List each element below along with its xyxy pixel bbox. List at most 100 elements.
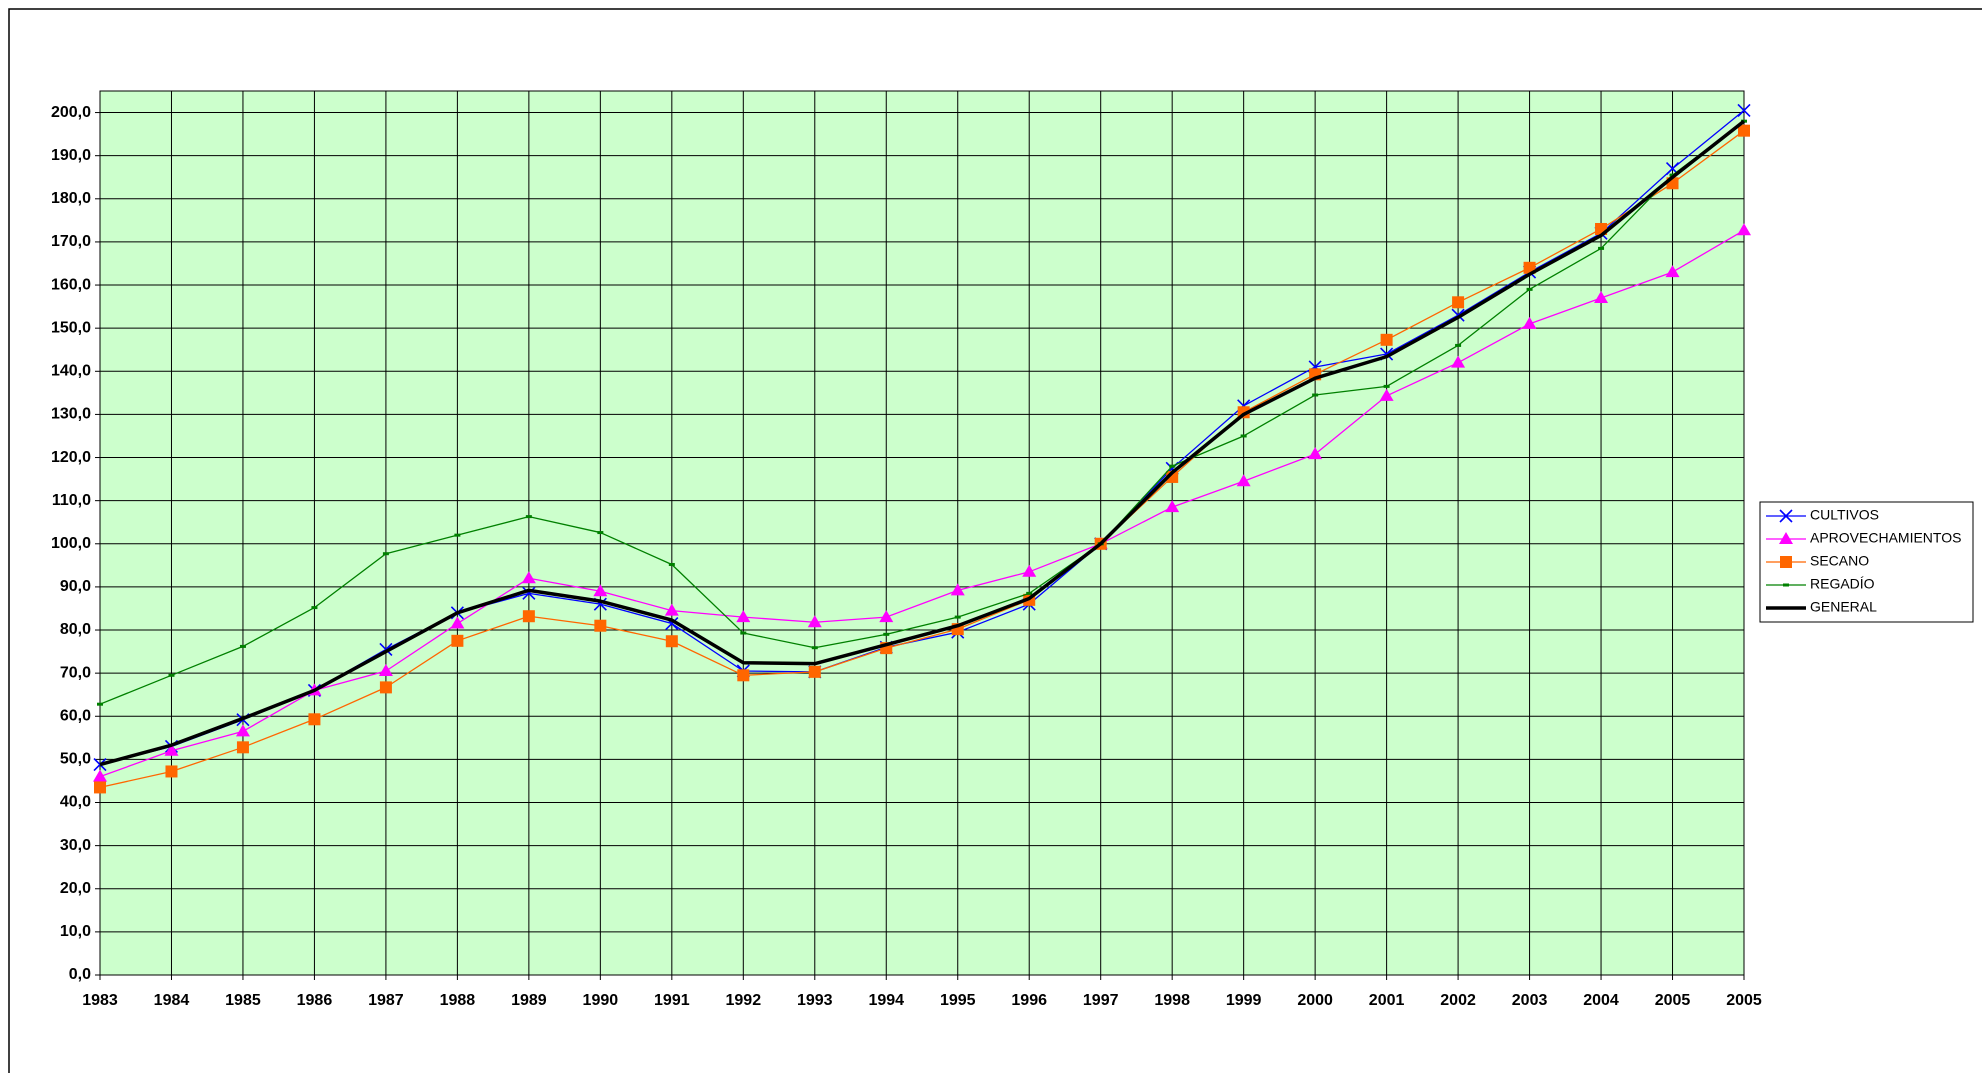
data-point [379, 681, 392, 694]
x-tick-label: 2001 [1369, 992, 1405, 1009]
data-point [1026, 591, 1033, 595]
x-tick-label: 1994 [868, 992, 904, 1009]
data-point [382, 552, 389, 556]
y-tick-label: 40,0 [60, 794, 91, 811]
legend-label: SECANO [1810, 553, 1869, 569]
x-tick-label: 1996 [1011, 992, 1047, 1009]
x-tick-label: 1984 [154, 992, 190, 1009]
x-tick-label: 1998 [1154, 992, 1190, 1009]
x-tick-label: 1988 [440, 992, 476, 1009]
x-tick-label: 1989 [511, 992, 547, 1009]
y-tick-label: 140,0 [51, 363, 91, 380]
data-point [664, 603, 679, 616]
data-point [954, 615, 961, 619]
data-point [1598, 246, 1605, 250]
data-point [1452, 296, 1465, 309]
y-tick-label: 130,0 [51, 406, 91, 423]
x-tick-label: 1986 [297, 992, 333, 1009]
data-point [521, 571, 536, 584]
x-tick-label: 2002 [1440, 992, 1476, 1009]
data-point [811, 646, 818, 650]
data-point [308, 713, 321, 726]
data-point [1594, 290, 1609, 303]
data-point [740, 631, 747, 635]
legend-marker [1783, 583, 1789, 587]
data-point [950, 583, 965, 596]
data-point [1451, 355, 1466, 368]
data-point [1236, 474, 1251, 487]
data-point [311, 606, 318, 610]
data-point [525, 515, 532, 519]
data-point [1455, 343, 1462, 347]
y-tick-label: 0,0 [69, 966, 91, 983]
y-tick-label: 160,0 [51, 276, 91, 293]
data-point [737, 669, 750, 682]
data-point [808, 665, 821, 678]
y-tick-label: 70,0 [60, 664, 91, 681]
data-point [1308, 447, 1323, 460]
data-point [1522, 316, 1537, 329]
y-tick-label: 200,0 [51, 104, 91, 121]
data-point [1737, 103, 1751, 117]
data-point [597, 531, 604, 535]
x-tick-label: 1995 [940, 992, 976, 1009]
x-tick-label: 1987 [368, 992, 404, 1009]
data-point [879, 610, 894, 623]
x-tick-label: 1991 [654, 992, 690, 1009]
data-point [97, 702, 103, 706]
data-point [1380, 333, 1393, 346]
data-point [236, 741, 249, 754]
x-tick-label: 1983 [82, 992, 118, 1009]
data-point [454, 533, 461, 537]
x-tick-label: 2003 [1512, 992, 1548, 1009]
data-point [883, 632, 890, 636]
y-tick-label: 80,0 [60, 621, 91, 638]
data-point [235, 724, 250, 737]
data-point [93, 757, 107, 772]
legend-marker [1779, 532, 1793, 544]
series-line [99, 229, 1745, 778]
data-point [93, 769, 107, 782]
x-tick-label: 1997 [1083, 992, 1119, 1009]
series-line [99, 120, 1745, 705]
data-point [1526, 287, 1533, 291]
data-point [1169, 464, 1176, 468]
x-tick-label: 2004 [1583, 992, 1619, 1009]
data-point [94, 781, 106, 794]
y-tick-label: 50,0 [60, 751, 91, 768]
x-tick-label: 1992 [726, 992, 762, 1009]
y-tick-label: 30,0 [60, 837, 91, 854]
data-point [239, 644, 246, 648]
data-point [665, 635, 678, 648]
data-point [668, 562, 675, 566]
y-tick-label: 60,0 [60, 707, 91, 724]
data-point [807, 615, 822, 628]
y-tick-label: 90,0 [60, 578, 91, 595]
data-point [1312, 393, 1319, 397]
legend-marker [1779, 509, 1793, 523]
legend-label: GENERAL [1810, 599, 1877, 615]
data-point [168, 673, 175, 677]
y-tick-label: 20,0 [60, 880, 91, 897]
x-tick-label: 1993 [797, 992, 833, 1009]
x-tick-label: 1999 [1226, 992, 1262, 1009]
legend-marker [1780, 556, 1792, 568]
x-tick-label: 1985 [225, 992, 261, 1009]
legend-label: CULTIVOS [1810, 507, 1879, 523]
data-point [1165, 500, 1180, 513]
data-point [1379, 388, 1394, 401]
x-tick-label: 2000 [1297, 992, 1333, 1009]
data-point [736, 610, 751, 623]
y-tick-label: 110,0 [52, 492, 91, 509]
series-line [99, 119, 1746, 767]
legend-label: REGADÍO [1810, 576, 1875, 592]
legend-label: APROVECHAMIENTOS [1810, 530, 1961, 546]
data-point [378, 663, 393, 676]
series-line [99, 130, 1745, 789]
plot-area [99, 90, 1745, 976]
data-point [522, 610, 535, 623]
data-point [1022, 564, 1037, 577]
data-point [450, 616, 465, 629]
y-tick-label: 190,0 [51, 147, 91, 164]
data-point [594, 619, 607, 632]
